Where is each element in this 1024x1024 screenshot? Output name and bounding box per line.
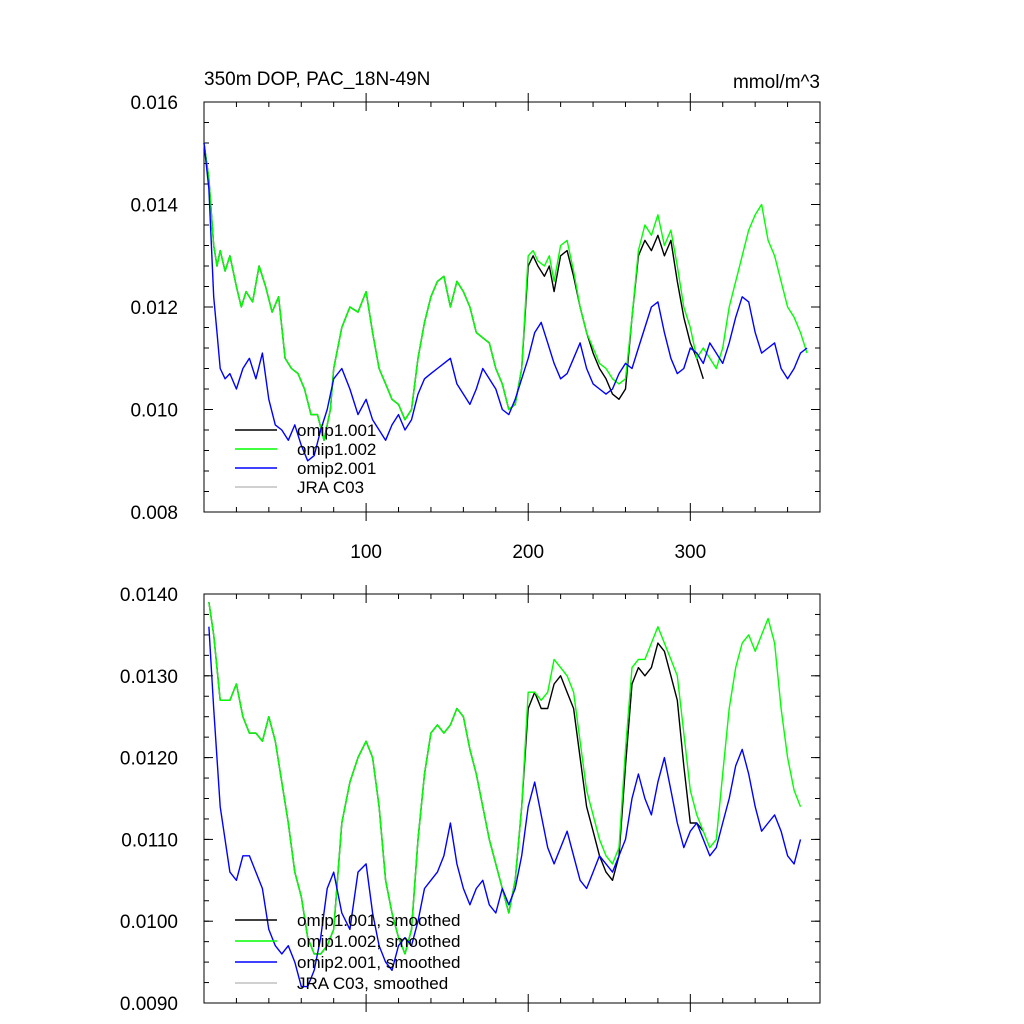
y-tick-label: 0.0100 [120,912,178,933]
series-line-1 [208,602,802,955]
y-tick-label: 0.016 [130,93,178,114]
x-tick-label: 300 [674,542,706,563]
y-tick-label: 0.0090 [120,994,178,1015]
top-units: mmol/m^3 [733,72,820,93]
x-tick-label: 100 [350,542,382,563]
y-tick-label: 0.0140 [120,585,178,606]
legend-label: omip2.001 [297,459,376,478]
y-tick-label: 0.0130 [120,667,178,688]
legend-label: omip2.001, smoothed [297,953,461,972]
y-tick-label: 0.008 [130,503,178,524]
legend-label: omip1.002 [297,440,376,459]
legend-label: JRA C03, smoothed [297,974,448,993]
top-panel: 350m DOP, PAC_18N-49N mmol/m^3 0.016 0.01… [130,69,821,563]
series-line-2 [208,626,802,988]
y-tick-label: 0.014 [130,196,178,217]
legend-label: JRA C03 [297,478,364,497]
series-line-1 [203,142,808,441]
y-tick-label: 0.0120 [120,749,178,770]
series-line-2 [203,142,808,462]
x-tick-label: 200 [512,542,544,563]
y-tick-label: 0.012 [130,298,178,319]
series-line-0 [208,602,704,955]
bottom-panel: 0.0140 0.0130 0.0120 0.0110 0.0100 0.0090 omip… [120,585,821,1015]
legend-label: omip1.002, smoothed [297,932,461,951]
y-tick-label: 0.010 [130,401,178,422]
legend-label: omip1.001, smoothed [297,911,461,930]
legend-label: omip1.001 [297,421,376,440]
y-tick-label: 0.0110 [121,830,178,851]
top-title: 350m DOP, PAC_18N-49N [204,69,430,90]
